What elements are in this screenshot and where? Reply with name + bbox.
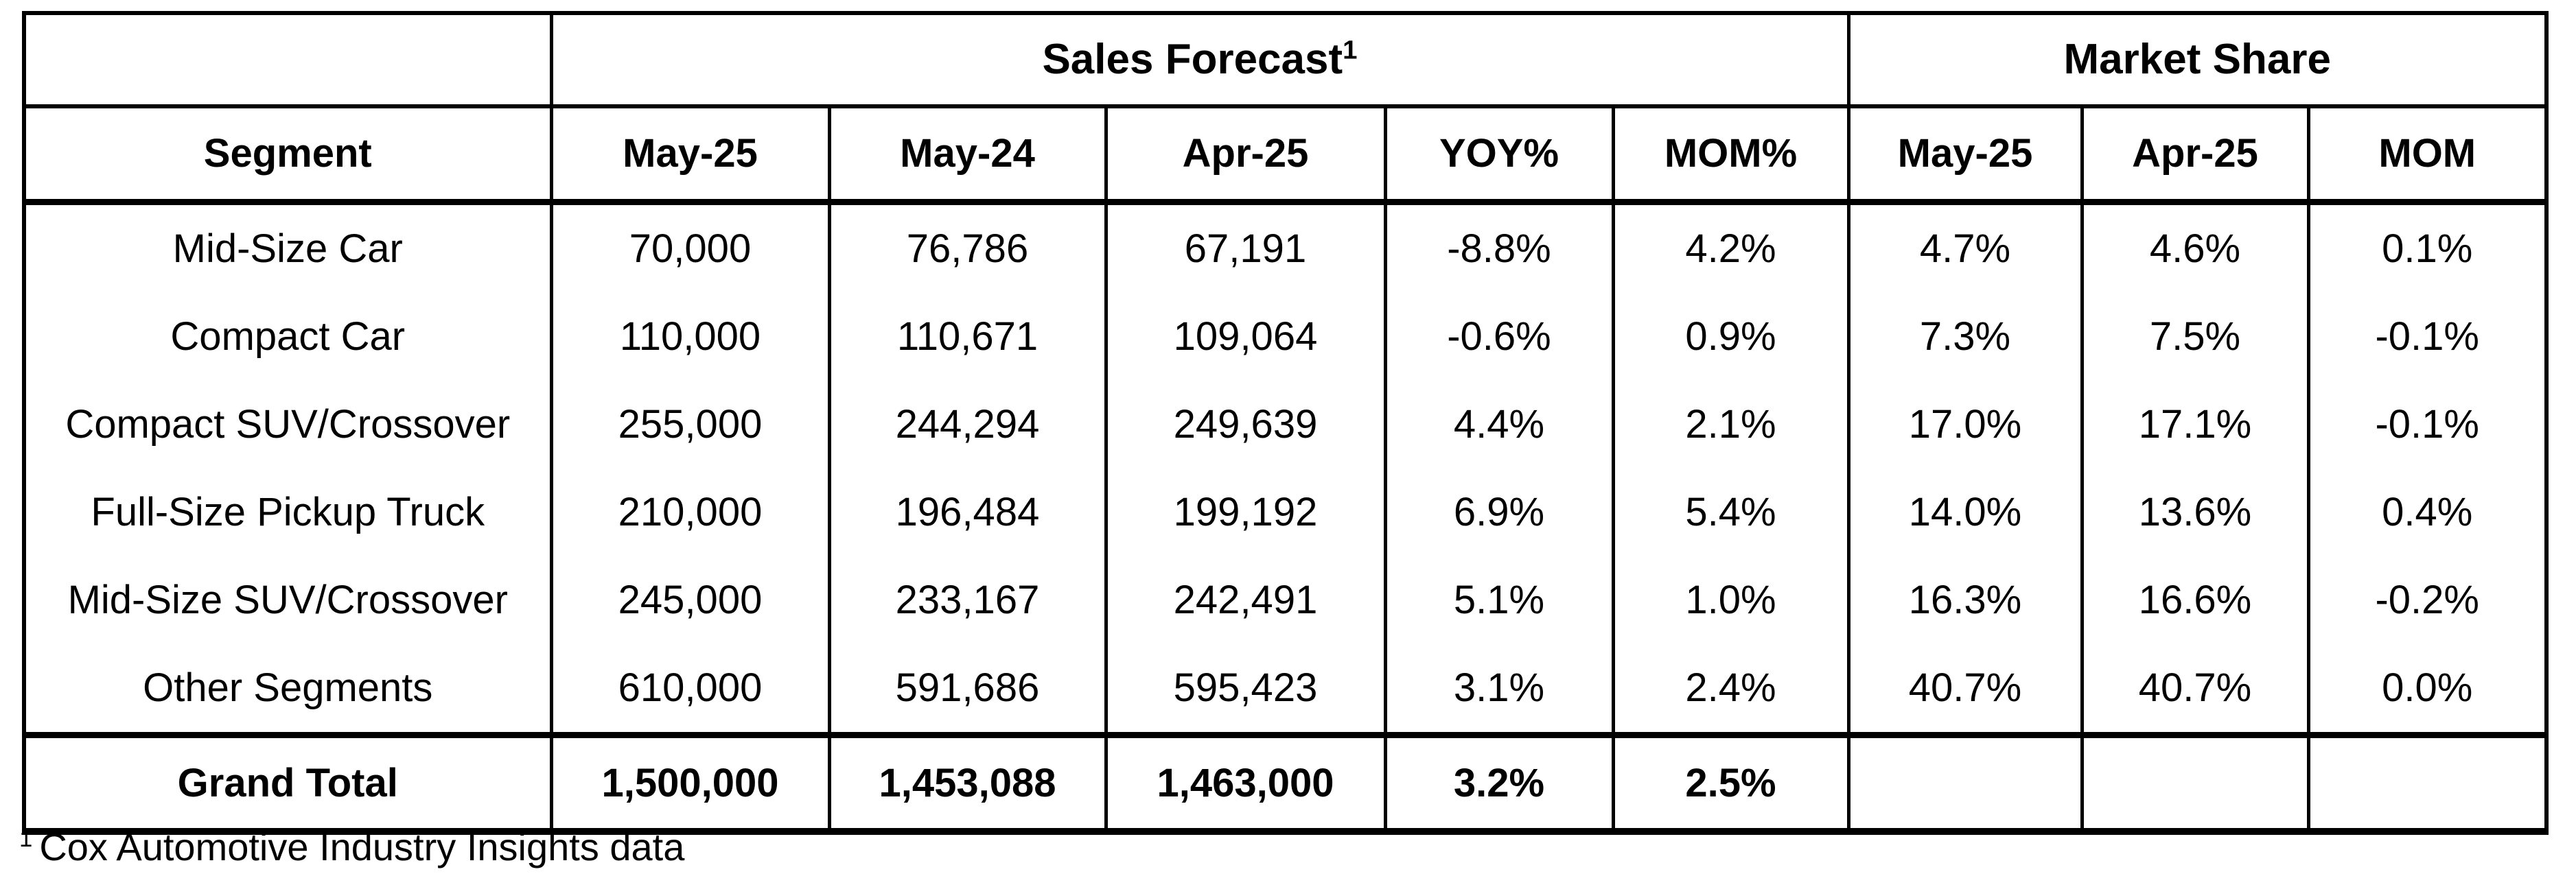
footnote: 1 Cox Automotive Industry Insights data — [19, 825, 684, 869]
value-cell: 109,064 — [1104, 293, 1387, 381]
value-cell: 4.2% — [1611, 202, 1850, 293]
value-cell: 233,167 — [827, 556, 1108, 644]
column-header-share-may25: May-25 — [1846, 106, 2084, 205]
value-cell: 2.1% — [1611, 381, 1850, 469]
value-cell: -0.6% — [1383, 293, 1615, 381]
value-cell: 40.7% — [1846, 644, 2084, 735]
value-cell: -8.8% — [1383, 202, 1615, 293]
table-row-mid-size-car: Mid-Size Car 70,000 76,786 67,191 -8.8% … — [22, 202, 2549, 293]
value-cell: 4.6% — [2080, 202, 2310, 293]
table-row-mid-size-suv-crossover: Mid-Size SUV/Crossover 245,000 233,167 2… — [22, 556, 2549, 644]
column-header-forecast-may25: May-25 — [549, 106, 831, 205]
column-header-yoy: YOY% — [1383, 106, 1615, 205]
value-cell: 70,000 — [549, 202, 831, 293]
value-cell: 40.7% — [2080, 644, 2310, 735]
value-cell: 110,671 — [827, 293, 1108, 381]
value-cell: 1,453,088 — [827, 732, 1108, 831]
column-header-forecast-apr25: Apr-25 — [1104, 106, 1387, 205]
value-cell: 4.4% — [1383, 381, 1615, 469]
value-cell: 6.9% — [1383, 469, 1615, 556]
value-cell: 1,500,000 — [549, 732, 831, 831]
empty-cell — [2080, 732, 2310, 831]
table-row-compact-car: Compact Car 110,000 110,671 109,064 -0.6… — [22, 293, 2549, 381]
value-cell: 196,484 — [827, 469, 1108, 556]
footnote-text: Cox Automotive Industry Insights data — [39, 825, 685, 868]
group-header-sales-forecast: Sales Forecast1 — [549, 13, 1850, 108]
value-cell: 595,423 — [1104, 644, 1387, 735]
value-cell: 1.0% — [1611, 556, 1850, 644]
value-cell: 2.4% — [1611, 644, 1850, 735]
value-cell: 16.6% — [2080, 556, 2310, 644]
grand-total-label: Grand Total — [22, 732, 553, 831]
value-cell: 16.3% — [1846, 556, 2084, 644]
table-row-compact-suv-crossover: Compact SUV/Crossover 255,000 244,294 24… — [22, 381, 2549, 469]
value-cell: -0.1% — [2306, 381, 2549, 469]
value-cell: 245,000 — [549, 556, 831, 644]
group-header-sales-forecast-label: Sales Forecast — [1042, 35, 1343, 83]
value-cell: -0.2% — [2306, 556, 2549, 644]
empty-cell — [2306, 732, 2549, 831]
value-cell: 0.0% — [2306, 644, 2549, 735]
value-cell: 2.5% — [1611, 732, 1850, 831]
value-cell: 13.6% — [2080, 469, 2310, 556]
value-cell: 7.5% — [2080, 293, 2310, 381]
column-header-share-mom: MOM — [2306, 106, 2549, 205]
value-cell: 249,639 — [1104, 381, 1387, 469]
value-cell: 76,786 — [827, 202, 1108, 293]
table-row-full-size-pickup-truck: Full-Size Pickup Truck 210,000 196,484 1… — [22, 469, 2549, 556]
group-header-row: Sales Forecast1 Market Share — [22, 13, 2549, 108]
value-cell: 7.3% — [1846, 293, 2084, 381]
value-cell: 199,192 — [1104, 469, 1387, 556]
footnote-marker: 1 — [19, 826, 33, 853]
value-cell: 210,000 — [549, 469, 831, 556]
value-cell: 3.1% — [1383, 644, 1615, 735]
value-cell: -0.1% — [2306, 293, 2549, 381]
value-cell: 5.1% — [1383, 556, 1615, 644]
value-cell: 255,000 — [549, 381, 831, 469]
footnote-marker: 1 — [1343, 35, 1358, 65]
value-cell: 591,686 — [827, 644, 1108, 735]
value-cell: 610,000 — [549, 644, 831, 735]
value-cell: 110,000 — [549, 293, 831, 381]
value-cell: 3.2% — [1383, 732, 1615, 831]
column-header-segment: Segment — [22, 106, 553, 205]
table-row-grand-total: Grand Total 1,500,000 1,453,088 1,463,00… — [22, 732, 2549, 831]
value-cell: 244,294 — [827, 381, 1108, 469]
segment-label: Compact Car — [22, 293, 553, 381]
segment-label: Full-Size Pickup Truck — [22, 469, 553, 556]
group-header-market-share: Market Share — [1846, 13, 2549, 108]
value-cell: 14.0% — [1846, 469, 2084, 556]
value-cell: 17.1% — [2080, 381, 2310, 469]
column-header-forecast-may24: May-24 — [827, 106, 1108, 205]
segment-label: Mid-Size Car — [22, 202, 553, 293]
group-header-empty — [22, 13, 553, 108]
table-row-other-segments: Other Segments 610,000 591,686 595,423 3… — [22, 644, 2549, 735]
sales-forecast-table: Sales Forecast1 Market Share Segment May… — [22, 11, 2549, 835]
segment-label: Other Segments — [22, 644, 553, 735]
column-header-share-apr25: Apr-25 — [2080, 106, 2310, 205]
value-cell: 242,491 — [1104, 556, 1387, 644]
empty-cell — [1846, 732, 2084, 831]
value-cell: 1,463,000 — [1104, 732, 1387, 831]
value-cell: 67,191 — [1104, 202, 1387, 293]
value-cell: 0.1% — [2306, 202, 2549, 293]
value-cell: 0.4% — [2306, 469, 2549, 556]
value-cell: 4.7% — [1846, 202, 2084, 293]
column-header-row: Segment May-25 May-24 Apr-25 YOY% MOM% M… — [22, 106, 2549, 205]
segment-label: Mid-Size SUV/Crossover — [22, 556, 553, 644]
value-cell: 0.9% — [1611, 293, 1850, 381]
value-cell: 17.0% — [1846, 381, 2084, 469]
group-header-market-share-label: Market Share — [2063, 35, 2331, 83]
segment-label: Compact SUV/Crossover — [22, 381, 553, 469]
column-header-mom-pct: MOM% — [1611, 106, 1850, 205]
value-cell: 5.4% — [1611, 469, 1850, 556]
